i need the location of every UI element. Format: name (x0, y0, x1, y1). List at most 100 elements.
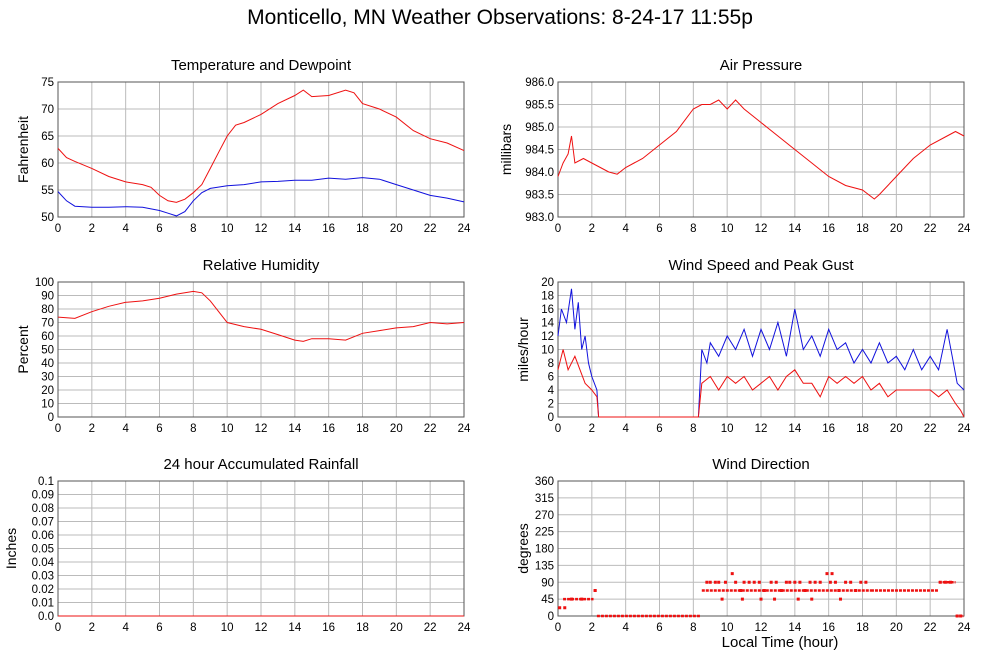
x-tick-label: 10 (221, 622, 234, 634)
x-tick-label: 18 (856, 423, 869, 435)
chart-wind: 0 2 4 6 8 10 12 14 16 18 20 22 2402468101214161820Wi… (515, 257, 971, 435)
x-tick-label: 2 (589, 223, 595, 235)
direction-point (955, 614, 959, 618)
direction-point (808, 580, 812, 584)
y-tick-label: 40 (41, 358, 54, 370)
direction-point (810, 597, 814, 601)
x-tick-label: 16 (822, 223, 835, 235)
chart-title: Wind Speed and Peak Gust (668, 257, 854, 274)
direction-point (959, 614, 963, 618)
chart-title: 24 hour Accumulated Rainfall (163, 456, 358, 473)
direction-point (734, 580, 738, 584)
plot-frame (557, 81, 965, 218)
x-axis-label: Local Time (hour) (721, 634, 839, 651)
direction-point (752, 580, 756, 584)
x-tick-label: 0 (55, 223, 61, 235)
y-tick-label: 20 (41, 385, 54, 397)
y-tick-label: 20 (541, 277, 554, 289)
y-tick-label: 0.06 (32, 530, 54, 542)
x-tick-label: 8 (690, 423, 696, 435)
y-tick-label: 0.01 (32, 598, 54, 610)
x-tick-label: 14 (288, 223, 301, 235)
x-tick-label: 24 (458, 423, 471, 435)
x-tick-label: 6 (156, 423, 162, 435)
x-tick-label: 12 (255, 622, 268, 634)
direction-point (948, 580, 952, 584)
direction-point (705, 580, 709, 584)
x-tick-label: 4 (122, 423, 129, 435)
y-tick-label: 4 (548, 385, 555, 397)
x-tick-label: 4 (622, 223, 629, 235)
x-tick-label: 18 (356, 423, 369, 435)
series-line-blue (57, 177, 465, 217)
direction-point (747, 580, 751, 584)
y-tick-label: 135 (535, 560, 554, 572)
x-tick-label: 6 (656, 622, 662, 634)
y-tick-label: 985.0 (525, 122, 554, 134)
y-axis-label: Percent (15, 325, 31, 373)
y-tick-label: 360 (535, 476, 554, 488)
chart-title: Relative Humidity (203, 257, 320, 274)
x-tick-label: 18 (356, 223, 369, 235)
y-tick-label: 0.04 (32, 557, 55, 569)
x-tick-label: 6 (656, 223, 662, 235)
direction-point (839, 597, 843, 601)
x-tick-label: 22 (924, 622, 937, 634)
x-tick-label: 0 (55, 622, 61, 634)
page-title: Monticello, MN Weather Observations: 8-2… (247, 6, 753, 29)
x-tick-label: 22 (424, 423, 437, 435)
series-line-red (57, 89, 465, 203)
y-tick-label: 985.5 (525, 100, 554, 112)
x-tick-label: 6 (156, 223, 162, 235)
direction-point (943, 580, 947, 584)
direction-point (844, 580, 848, 584)
direction-point (798, 580, 802, 584)
x-tick-label: 22 (424, 223, 437, 235)
series-line-blue (557, 288, 965, 418)
y-tick-label: 60 (41, 331, 54, 343)
x-tick-label: 0 (555, 622, 561, 634)
y-tick-label: 60 (41, 158, 54, 170)
direction-point (796, 597, 800, 601)
y-tick-label: 50 (41, 212, 54, 224)
y-tick-label: 0.07 (32, 517, 54, 529)
x-tick-label: 2 (89, 622, 95, 634)
x-tick-label: 16 (822, 622, 835, 634)
y-tick-label: 10 (41, 399, 54, 411)
y-tick-label: 16 (541, 304, 554, 316)
series-line-red (57, 290, 465, 342)
x-tick-label: 12 (755, 622, 768, 634)
x-tick-label: 10 (721, 423, 734, 435)
y-tick-label: 983.5 (525, 190, 554, 202)
y-tick-label: 30 (41, 372, 54, 384)
direction-point (833, 580, 837, 584)
x-tick-label: 12 (255, 223, 268, 235)
x-tick-label: 24 (958, 423, 971, 435)
y-tick-label: 75 (41, 77, 54, 89)
x-tick-label: 20 (390, 423, 403, 435)
x-tick-label: 20 (390, 622, 403, 634)
y-tick-label: 12 (541, 331, 554, 343)
x-tick-label: 10 (721, 223, 734, 235)
plot-frame (57, 81, 465, 218)
x-tick-label: 16 (322, 223, 335, 235)
y-tick-label: 80 (41, 304, 54, 316)
direction-point (739, 589, 743, 592)
y-tick-label: 90 (541, 577, 554, 589)
x-tick-label: 2 (89, 223, 95, 235)
y-tick-label: 0.1 (38, 476, 54, 488)
y-tick-label: 50 (41, 345, 54, 357)
y-tick-label: 0 (548, 611, 554, 623)
x-tick-label: 14 (788, 223, 801, 235)
y-tick-label: 0.08 (32, 503, 54, 515)
direction-point (580, 597, 584, 601)
y-tick-label: 55 (41, 185, 54, 197)
direction-point (730, 572, 734, 576)
chart-direction: 0 2 4 6 8 10 12 14 16 18 20 22 240459013518022527031… (515, 456, 971, 634)
y-tick-label: 10 (541, 345, 554, 357)
x-tick-label: 22 (924, 223, 937, 235)
x-tick-label: 2 (589, 423, 595, 435)
x-tick-label: 10 (221, 423, 234, 435)
direction-point (774, 580, 778, 584)
